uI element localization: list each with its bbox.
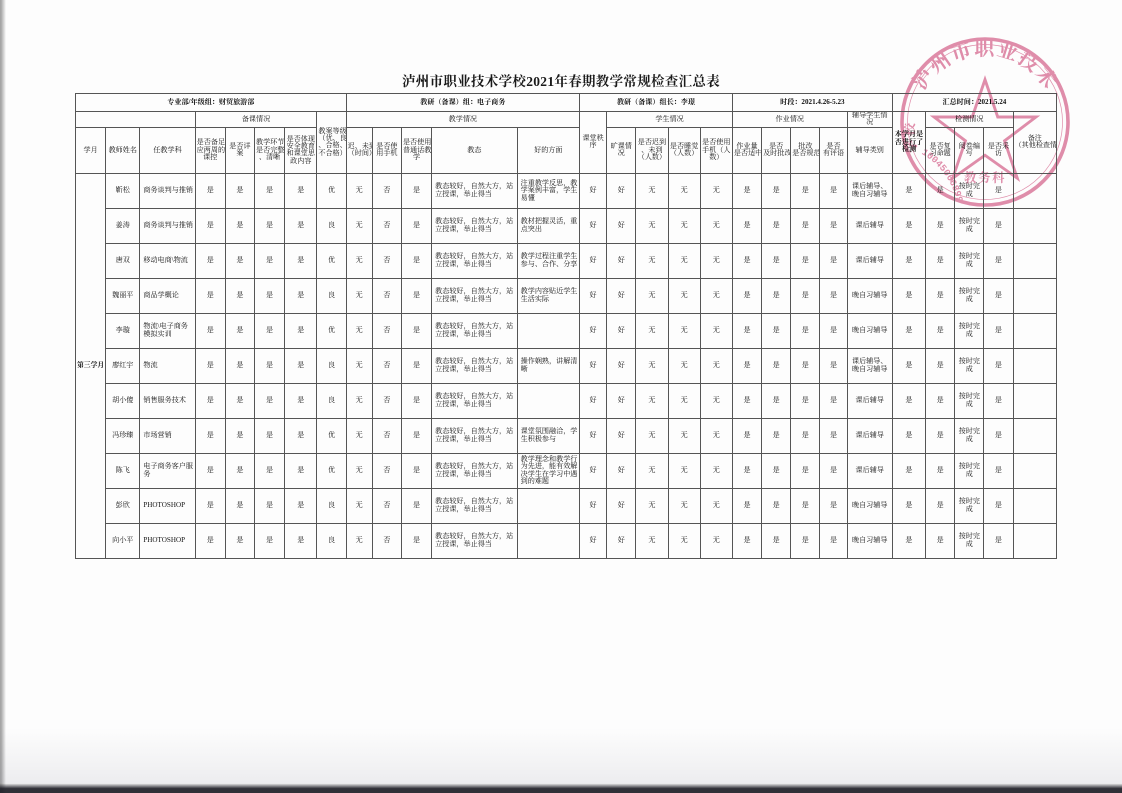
svg-text:泸州市职业技术: 泸州市职业技术 <box>908 37 1062 94</box>
